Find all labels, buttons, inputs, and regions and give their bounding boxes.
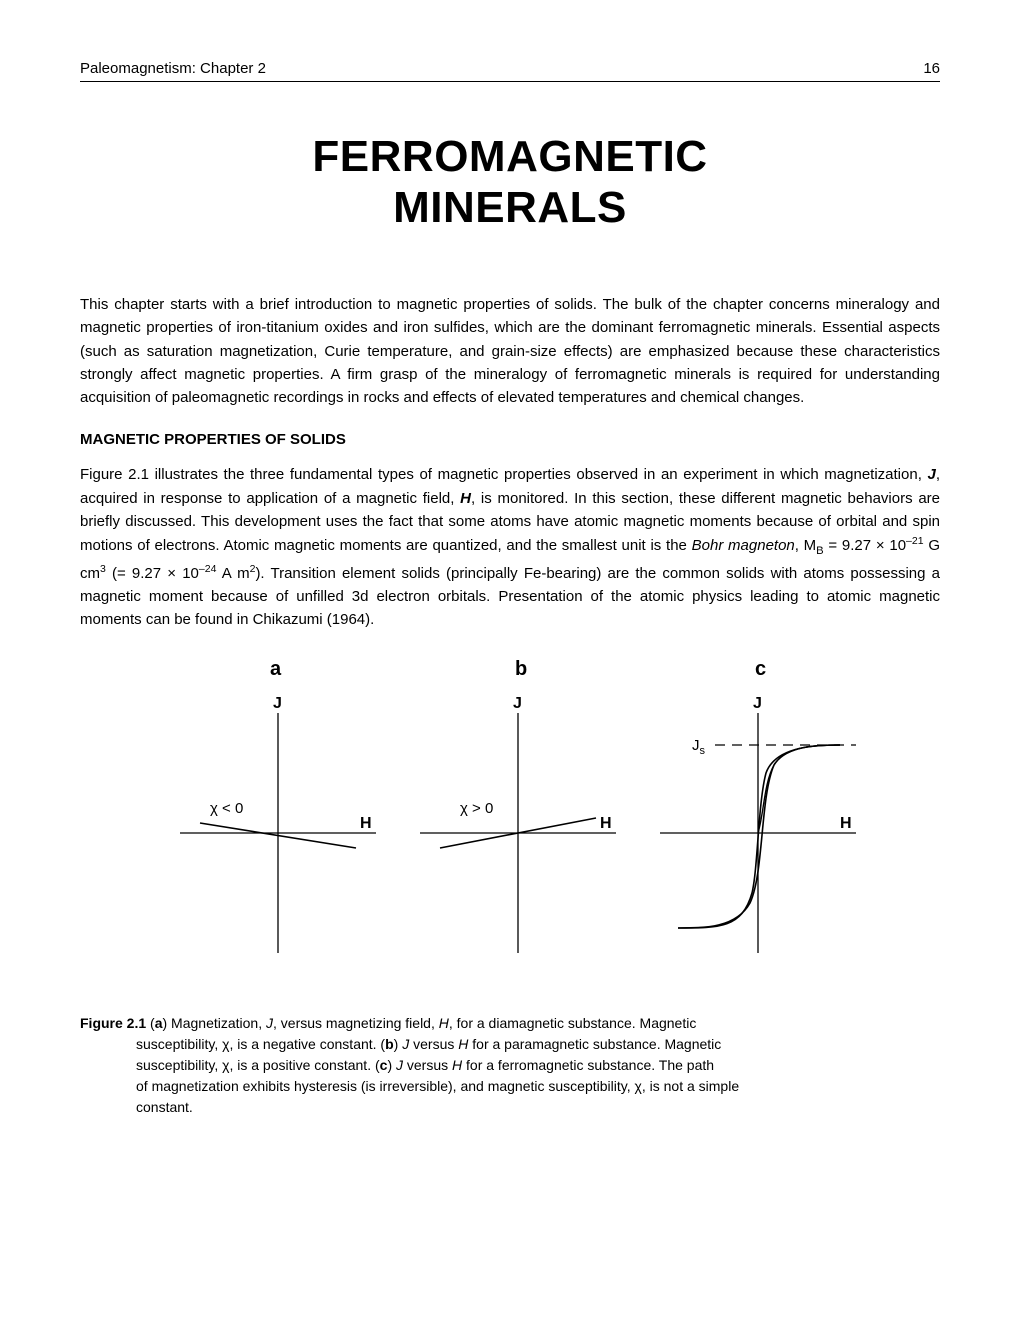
text-run: ( [146, 1015, 155, 1031]
chi-pos-label: χ > 0 [460, 800, 493, 817]
term-bohr-magneton: Bohr magneton [692, 537, 795, 554]
caption-lead: Figure 2.1 [80, 1015, 146, 1031]
chi-neg-label: χ < 0 [210, 800, 243, 817]
text-run: , versus magnetizing field, [273, 1015, 439, 1031]
panel-b: J H χ > 0 [420, 695, 616, 953]
superscript-neg24: –24 [199, 563, 217, 575]
subscript-B: B [816, 545, 824, 557]
axis-label-J: J [753, 695, 762, 712]
figure-2-1: a b c J H χ < 0 J H χ > 0 [80, 653, 940, 983]
caption-line-2: susceptibility, χ, is a negative constan… [80, 1034, 940, 1055]
caption-panel-b: b [385, 1036, 394, 1052]
text-run: , M [795, 537, 816, 554]
section-heading: MAGNETIC PROPERTIES OF SOLIDS [80, 431, 940, 448]
symbol-J: J [266, 1015, 273, 1031]
axis-label-J: J [273, 695, 282, 712]
chapter-title: FERROMAGNETIC MINERALS [80, 132, 940, 233]
axis-label-H: H [360, 815, 372, 832]
header-left: Paleomagnetism: Chapter 2 [80, 60, 266, 77]
symbol-J: J [927, 466, 935, 483]
panel-a: J H χ < 0 [180, 695, 376, 953]
symbol-J: J [396, 1057, 403, 1073]
text-run: versus [403, 1057, 452, 1073]
text-run: for a ferromagnetic substance. The path [462, 1057, 714, 1073]
text-run: (= 9.27 × 10 [106, 565, 199, 582]
text-run: susceptibility, χ, is a positive constan… [136, 1057, 380, 1073]
text-run: ) Magnetization, [163, 1015, 267, 1031]
symbol-H: H [439, 1015, 449, 1031]
axis-label-H: H [840, 815, 852, 832]
hysteresis-initial [758, 745, 840, 833]
axis-label-H: H [600, 815, 612, 832]
text-run: , for a diamagnetic substance. Magnetic [449, 1015, 696, 1031]
intro-paragraph: This chapter starts with a brief introdu… [80, 293, 940, 409]
title-line-1: FERROMAGNETIC [312, 132, 707, 181]
symbol-H: H [458, 1036, 468, 1052]
caption-line-5: constant. [80, 1097, 940, 1118]
figure-caption: Figure 2.1 (a) Magnetization, J, versus … [80, 1013, 940, 1118]
axis-label-J: J [513, 695, 522, 712]
page: Paleomagnetism: Chapter 2 16 FERROMAGNET… [0, 0, 1020, 1320]
hysteresis-lower [678, 745, 840, 928]
text-run: for a paramagnetic substance. Magnetic [468, 1036, 721, 1052]
superscript-neg21: –21 [906, 535, 924, 547]
text-run: versus [409, 1036, 458, 1052]
caption-line-4: of magnetization exhibits hysteresis (is… [80, 1076, 940, 1097]
text-run: ) [387, 1057, 396, 1073]
panel-label-b: b [515, 658, 527, 680]
symbol-H: H [460, 490, 471, 507]
caption-panel-a: a [155, 1015, 163, 1031]
text-run: = 9.27 × 10 [824, 537, 906, 554]
text-run: ) [394, 1036, 403, 1052]
body-paragraph: Figure 2.1 illustrates the three fundame… [80, 463, 940, 631]
panel-c: J H Js [660, 695, 856, 953]
caption-line-3: susceptibility, χ, is a positive constan… [80, 1055, 940, 1076]
symbol-H: H [452, 1057, 462, 1073]
text-run: Figure 2.1 illustrates the three fundame… [80, 466, 927, 483]
title-line-2: MINERALS [393, 183, 627, 232]
page-header: Paleomagnetism: Chapter 2 16 [80, 60, 940, 82]
header-page-number: 16 [923, 60, 940, 77]
js-label: Js [692, 737, 706, 757]
text-run: susceptibility, χ, is a negative constan… [136, 1036, 385, 1052]
panel-label-a: a [270, 658, 282, 680]
figure-svg: a b c J H χ < 0 J H χ > 0 [160, 653, 860, 983]
panel-label-c: c [755, 658, 766, 680]
text-run: A m [216, 565, 249, 582]
hysteresis-upper [678, 745, 840, 928]
